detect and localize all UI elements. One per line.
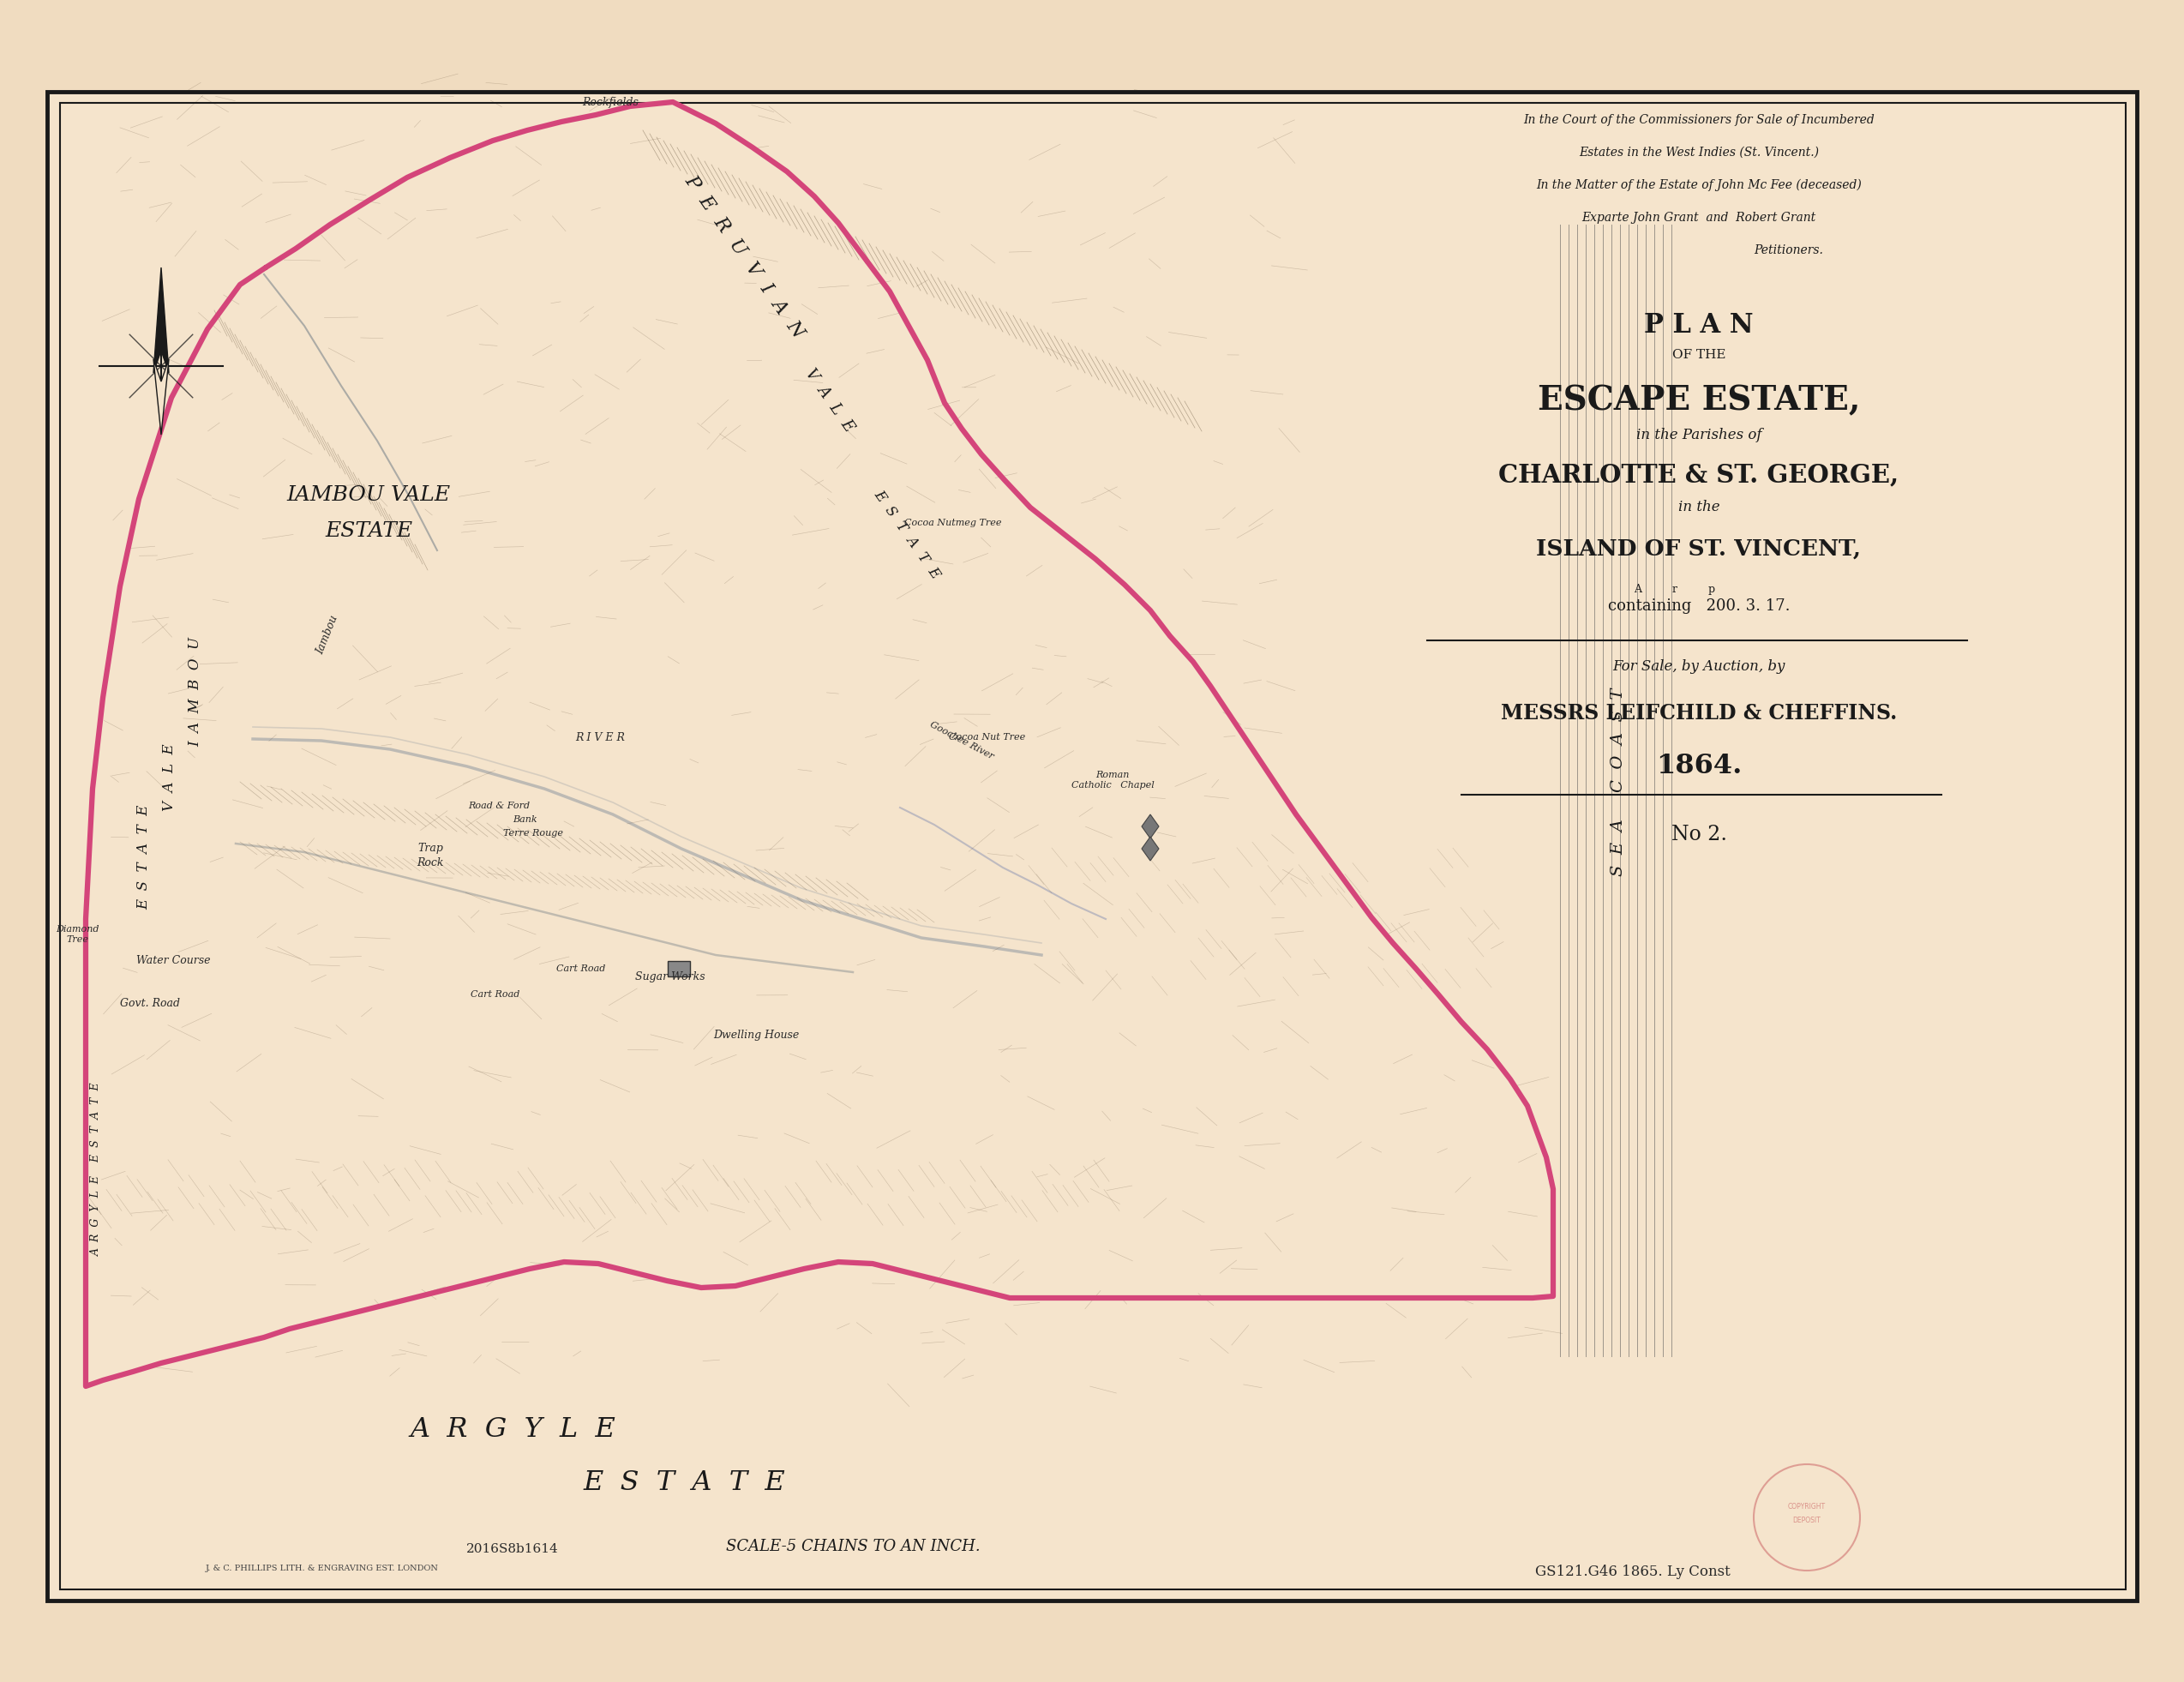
Text: in the Parishes of: in the Parishes of — [1636, 427, 1762, 442]
Text: A  R  G  Y  L  E: A R G Y L E — [411, 1416, 616, 1443]
Text: Cocoa Nutmeg Tree: Cocoa Nutmeg Tree — [904, 518, 1002, 526]
Text: 1864.: 1864. — [1655, 754, 1743, 780]
Text: J. & C. PHILLIPS LITH. & ENGRAVING EST. LONDON: J. & C. PHILLIPS LITH. & ENGRAVING EST. … — [205, 1564, 439, 1573]
Text: Terre Rouge: Terre Rouge — [502, 829, 563, 838]
Text: E  S  T  A  T  E: E S T A T E — [138, 804, 151, 910]
Text: 2016S8b1614: 2016S8b1614 — [467, 1542, 559, 1556]
Text: No 2.: No 2. — [1671, 826, 1728, 844]
Text: Petitioners.: Petitioners. — [1754, 244, 1824, 256]
Text: E  S  T  A  T  E: E S T A T E — [871, 488, 943, 582]
Bar — [48, 93, 2136, 1601]
Text: Road & Ford: Road & Ford — [467, 802, 531, 811]
Text: Rockfields: Rockfields — [583, 98, 638, 108]
Text: ISLAND OF ST. VINCENT,: ISLAND OF ST. VINCENT, — [1535, 538, 1861, 560]
Text: MESSRS LEIFCHILD & CHEFFINS.: MESSRS LEIFCHILD & CHEFFINS. — [1500, 703, 1898, 723]
Text: ESCAPE ESTATE,: ESCAPE ESTATE, — [1538, 383, 1861, 417]
Text: CHARLOTTE & ST. GEORGE,: CHARLOTTE & ST. GEORGE, — [1498, 463, 1900, 488]
Text: For Sale, by Auction, by: For Sale, by Auction, by — [1612, 659, 1784, 673]
Bar — [48, 93, 2136, 1601]
Text: Cart Road: Cart Road — [557, 964, 605, 972]
Text: Iambou: Iambou — [314, 614, 341, 656]
Text: R I V E R: R I V E R — [574, 732, 625, 743]
Polygon shape — [153, 360, 168, 434]
Text: Roman
Catholic   Chapel: Roman Catholic Chapel — [1070, 770, 1153, 789]
Text: In the Court of the Commissioners for Sale of Incumbered: In the Court of the Commissioners for Sa… — [1522, 114, 1874, 126]
Text: Cart Road: Cart Road — [472, 991, 520, 999]
Text: SCALE-5 CHAINS TO AN INCH.: SCALE-5 CHAINS TO AN INCH. — [725, 1539, 981, 1554]
Text: IAMBOU VALE: IAMBOU VALE — [286, 484, 450, 505]
Text: Water Course: Water Course — [135, 955, 210, 965]
Text: E  S  T  A  T  E: E S T A T E — [583, 1470, 784, 1497]
Text: Cocoa Nut Tree: Cocoa Nut Tree — [950, 733, 1026, 742]
Bar — [668, 960, 690, 977]
Text: containing   200. 3. 17.: containing 200. 3. 17. — [1607, 599, 1791, 614]
Text: Rock: Rock — [417, 858, 443, 870]
Text: Sugar Works: Sugar Works — [636, 972, 705, 982]
Text: Govt. Road: Govt. Road — [120, 997, 179, 1009]
Text: Exparte John Grant  and  Robert Grant: Exparte John Grant and Robert Grant — [1581, 212, 1815, 224]
Text: GS121.G46 1865. Ly Const: GS121.G46 1865. Ly Const — [1535, 1564, 1730, 1579]
Text: ESTATE: ESTATE — [325, 521, 413, 542]
Text: A  R  G  Y  L  E    E  S  T  A  T  E: A R G Y L E E S T A T E — [90, 1083, 103, 1256]
Text: OF THE: OF THE — [1673, 348, 1725, 362]
Text: P  E  R  U  V  I  A  N: P E R U V I A N — [681, 172, 808, 343]
Text: Estates in the West Indies (St. Vincent.): Estates in the West Indies (St. Vincent.… — [1579, 146, 1819, 158]
Text: in the: in the — [1677, 500, 1719, 515]
Text: V  A  L  E: V A L E — [802, 367, 856, 436]
Text: DEPOSIT: DEPOSIT — [1793, 1517, 1821, 1524]
Polygon shape — [153, 267, 168, 373]
Text: V  A  L  E: V A L E — [162, 743, 177, 811]
Text: I  A  M  B  O  U: I A M B O U — [188, 637, 203, 747]
Text: Goochee River: Goochee River — [928, 720, 996, 762]
Polygon shape — [1142, 836, 1160, 861]
Text: In the Matter of the Estate of John Mc Fee (deceased): In the Matter of the Estate of John Mc F… — [1535, 178, 1861, 192]
Text: Dwelling House: Dwelling House — [712, 1029, 799, 1041]
Text: Trap: Trap — [417, 843, 443, 854]
Polygon shape — [1142, 814, 1160, 838]
Text: S  E  A     C  O  A  S  T: S E A C O A S T — [1610, 688, 1627, 876]
Text: COPYRIGHT: COPYRIGHT — [1789, 1502, 1826, 1510]
Text: Diamond
Tree: Diamond Tree — [55, 925, 98, 944]
Text: Bank: Bank — [513, 816, 537, 824]
Text: A         r         p: A r p — [1634, 584, 1717, 594]
Text: P L A N: P L A N — [1645, 313, 1754, 340]
Bar — [59, 103, 2125, 1589]
